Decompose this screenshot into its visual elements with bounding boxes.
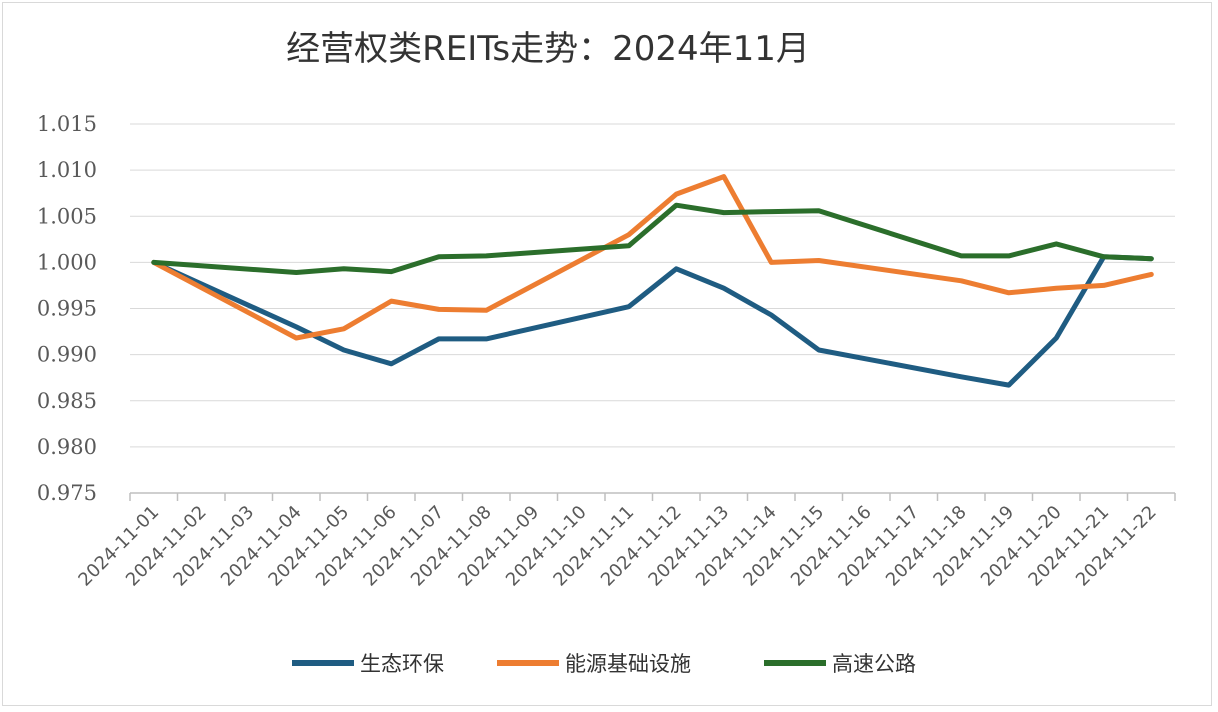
x-axis: 2024-11-012024-11-022024-11-032024-11-04… [74, 492, 1176, 591]
y-tick-label: 0.995 [37, 297, 97, 321]
legend-label: 高速公路 [832, 652, 916, 676]
legend: 生态环保 能源基础设施 高速公路 [292, 652, 916, 676]
legend-label: 能源基础设施 [565, 652, 691, 676]
series-line-2 [151, 202, 1154, 275]
y-tick-label: 1.000 [37, 250, 97, 274]
y-tick-label: 0.985 [37, 389, 97, 413]
series-line-0 [151, 254, 1154, 388]
y-tick-label: 1.005 [37, 204, 97, 228]
y-tick-label: 1.010 [37, 158, 97, 182]
series-line-1 [151, 174, 1154, 341]
series-lines [151, 174, 1154, 388]
chart-title: 经营权类REITs走势：2024年11月 [286, 29, 810, 69]
y-tick-label: 0.980 [37, 435, 97, 459]
y-tick-label: 0.975 [37, 481, 97, 505]
legend-label: 生态环保 [360, 652, 444, 676]
y-tick-label: 0.990 [37, 343, 97, 367]
y-axis: 1.015 1.010 1.005 1.000 0.995 0.990 0.985 0.980… [37, 112, 97, 505]
y-tick-label: 1.015 [37, 112, 97, 136]
